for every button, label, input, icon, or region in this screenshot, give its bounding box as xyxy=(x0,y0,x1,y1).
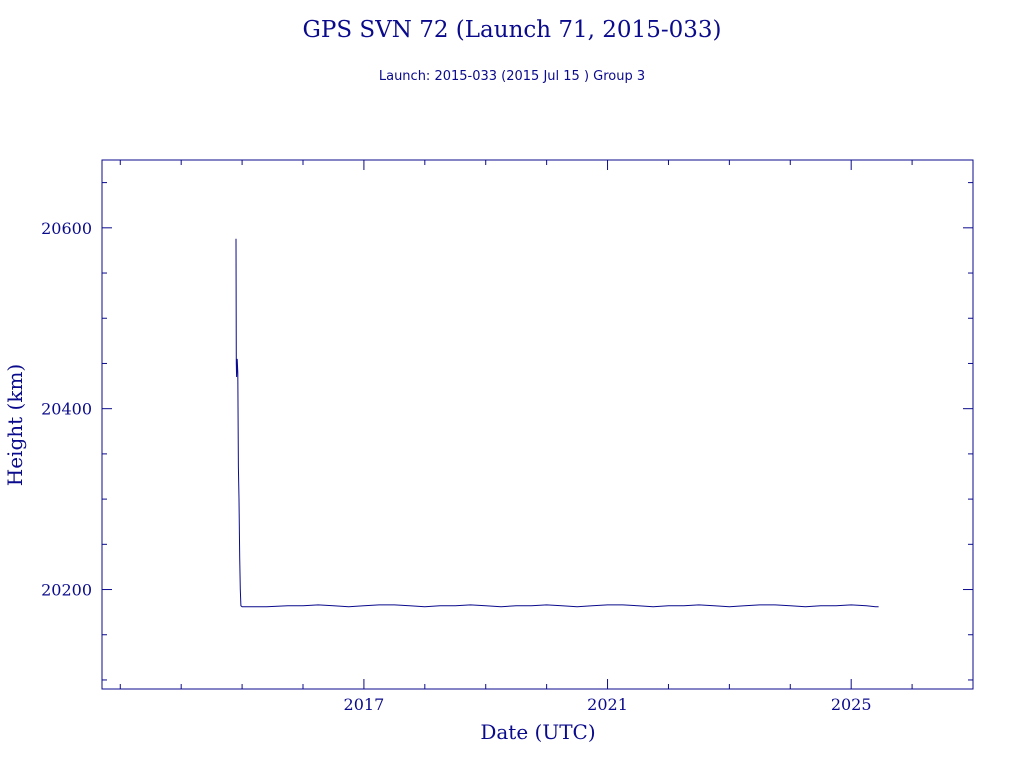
x-axis-label: Date (UTC) xyxy=(480,720,595,744)
tick-marks xyxy=(102,160,973,689)
chart-subtitle: Launch: 2015-033 (2015 Jul 15 ) Group 3 xyxy=(379,69,645,84)
y-tick-label: 20400 xyxy=(41,400,92,419)
tick-labels: 2017 2021 2025 20200 20400 20600 xyxy=(41,219,871,714)
x-tick-label: 2025 xyxy=(831,695,872,714)
y-tick-label: 20200 xyxy=(41,581,92,600)
x-tick-label: 2021 xyxy=(587,695,628,714)
x-tick-label: 2017 xyxy=(344,695,385,714)
chart-title: GPS SVN 72 (Launch 71, 2015-033) xyxy=(303,17,722,43)
y-axis-label: Height (km) xyxy=(3,364,27,486)
series-layer xyxy=(235,238,879,608)
y-tick-label: 20600 xyxy=(41,219,92,238)
series-line xyxy=(235,238,879,608)
plot-frame xyxy=(101,159,974,690)
